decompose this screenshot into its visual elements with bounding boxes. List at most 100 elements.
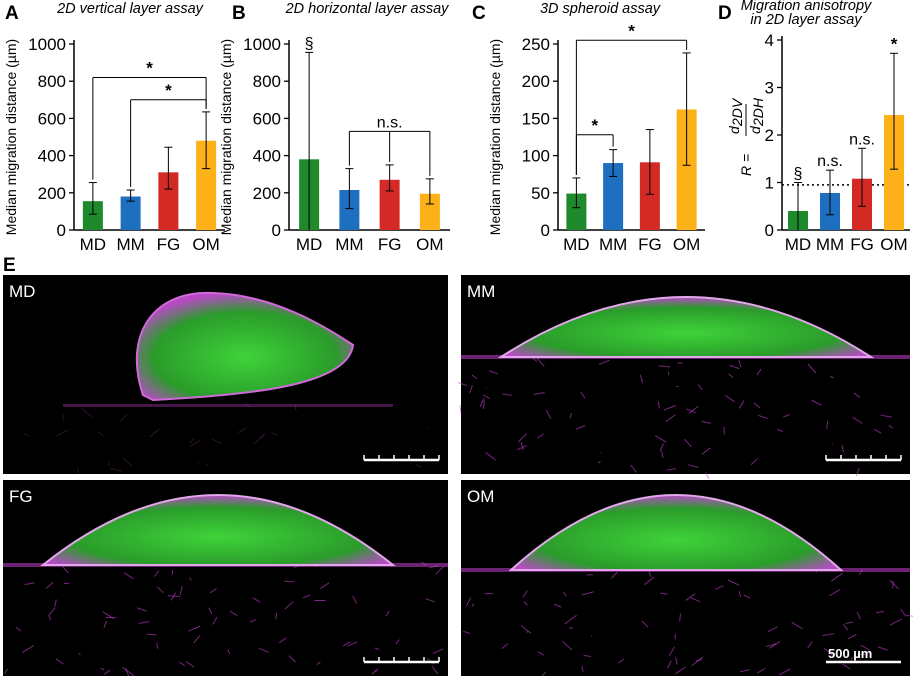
cell-process bbox=[658, 365, 671, 368]
x-tick-label: OM bbox=[880, 235, 907, 254]
bar-annotation: * bbox=[891, 34, 898, 53]
cell-process bbox=[686, 408, 696, 414]
panel-letter: D bbox=[718, 3, 732, 24]
bar-mm bbox=[120, 196, 141, 230]
cell-process bbox=[78, 652, 81, 656]
x-tick-label: MM bbox=[116, 235, 144, 254]
cell-process bbox=[569, 412, 573, 419]
cell-process bbox=[727, 579, 740, 586]
y-tick-label: 2 bbox=[765, 126, 774, 145]
significance-bracket: * bbox=[575, 116, 614, 175]
cell-process bbox=[564, 614, 577, 625]
chart-panel-a: A 2D vertical layer assay 0 200 400 600 800 100… bbox=[3, 1, 225, 254]
bracket-label: * bbox=[628, 21, 635, 40]
cell-process bbox=[284, 601, 294, 610]
panel-letter-e: E bbox=[3, 255, 16, 276]
x-tick-label: FG bbox=[850, 235, 874, 254]
cell-process bbox=[471, 374, 478, 380]
y-tick-label: 50 bbox=[531, 184, 550, 203]
cell-process bbox=[170, 592, 177, 601]
cell-process bbox=[385, 610, 390, 617]
cell-process bbox=[853, 392, 861, 398]
y-label-num-sub: 2DV bbox=[729, 97, 745, 127]
cell-process bbox=[24, 582, 35, 586]
cell-process bbox=[100, 667, 105, 671]
y-tick-label: 800 bbox=[253, 72, 281, 91]
cell-process bbox=[675, 656, 678, 665]
cell-process bbox=[659, 443, 665, 452]
cell-process bbox=[581, 665, 584, 672]
cell-process bbox=[259, 432, 266, 439]
cell-process bbox=[685, 593, 696, 601]
cell-process bbox=[830, 572, 843, 582]
cell-process bbox=[55, 658, 64, 665]
x-tick-label: OM bbox=[673, 235, 700, 254]
panel-e: E MD MM FG OM 500 µm bbox=[0, 255, 913, 676]
cell-process bbox=[580, 391, 586, 399]
cell-process bbox=[435, 566, 444, 575]
cell-process bbox=[459, 405, 462, 415]
cell-process bbox=[523, 601, 528, 606]
cell-process bbox=[688, 464, 699, 468]
cell-process bbox=[209, 588, 217, 594]
cell-process bbox=[320, 582, 330, 589]
y-tick-label: 800 bbox=[38, 72, 66, 91]
cell-process bbox=[724, 395, 736, 403]
cell-process bbox=[648, 571, 652, 578]
cell-process bbox=[347, 641, 358, 647]
cell-process bbox=[661, 450, 664, 459]
x-tick-label: MD bbox=[80, 235, 106, 254]
cell-process bbox=[738, 400, 745, 409]
cell-process bbox=[568, 627, 574, 629]
panel-letter: B bbox=[232, 3, 246, 24]
cell-process bbox=[463, 630, 470, 635]
micrograph-label: MM bbox=[467, 282, 495, 301]
tissue-dome bbox=[40, 494, 396, 566]
cell-process bbox=[45, 581, 54, 589]
cell-process bbox=[811, 399, 822, 406]
cell-process bbox=[842, 663, 851, 670]
cell-process bbox=[98, 431, 104, 437]
y-tick-label: 600 bbox=[253, 109, 281, 128]
cell-process bbox=[728, 373, 734, 378]
cell-process bbox=[668, 646, 676, 656]
cell-process bbox=[675, 666, 686, 675]
cell-process bbox=[48, 607, 56, 616]
cell-process bbox=[860, 644, 870, 651]
cell-process bbox=[271, 432, 278, 436]
cell-process bbox=[690, 597, 701, 603]
y-tick-label: 1000 bbox=[243, 35, 281, 54]
cell-process bbox=[663, 405, 676, 411]
cell-process bbox=[56, 429, 68, 437]
micrograph-mm: MM bbox=[457, 275, 910, 479]
cell-process bbox=[302, 594, 311, 599]
micrograph-label: MD bbox=[9, 282, 35, 301]
y-tick-label: 400 bbox=[38, 147, 66, 166]
cell-process bbox=[630, 464, 638, 473]
scale-bar bbox=[825, 455, 902, 462]
chart-title-line: Migration anisotropy bbox=[741, 0, 872, 14]
cell-process bbox=[227, 649, 231, 655]
cell-process bbox=[395, 639, 400, 645]
cell-process bbox=[705, 472, 710, 479]
bar-mm bbox=[339, 190, 360, 230]
scale-bar bbox=[363, 455, 440, 462]
cell-process bbox=[537, 651, 545, 656]
x-tick-label: MM bbox=[816, 235, 844, 254]
y-tick-label: 0 bbox=[57, 221, 66, 240]
cell-process bbox=[583, 654, 592, 657]
cell-process bbox=[189, 577, 192, 581]
cell-process bbox=[695, 658, 703, 662]
cell-process bbox=[48, 614, 52, 621]
cell-process bbox=[657, 401, 660, 409]
y-tick-label: 200 bbox=[522, 72, 550, 91]
cell-process bbox=[639, 374, 644, 384]
micrograph-om: OM 500 µm bbox=[461, 480, 913, 676]
cell-process bbox=[108, 461, 110, 467]
cell-process bbox=[611, 571, 618, 579]
chart-panel-c: C 3D spheroid assay 0 50 100 150 200 250 Median … bbox=[472, 1, 705, 254]
cell-process bbox=[371, 668, 379, 675]
y-label-num: d bbox=[726, 125, 742, 134]
cell-process bbox=[679, 613, 681, 622]
